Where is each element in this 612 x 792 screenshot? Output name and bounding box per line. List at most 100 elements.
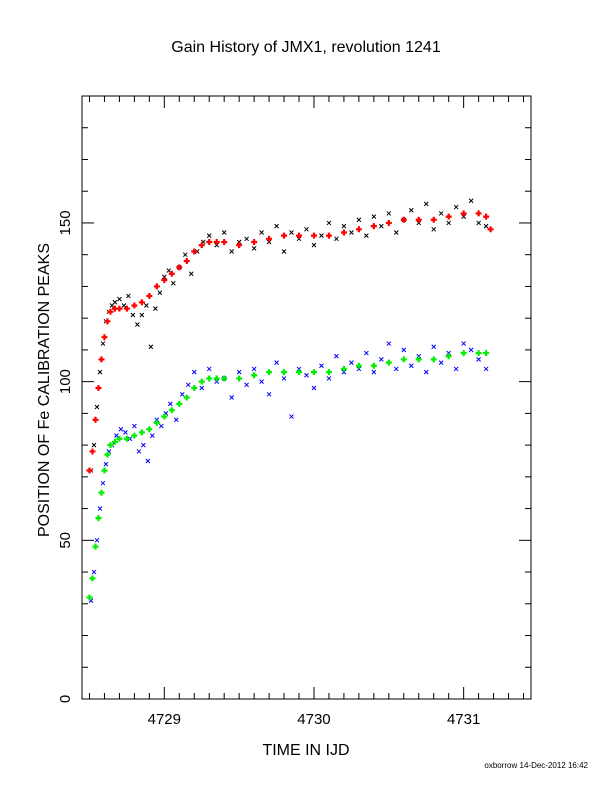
data-point — [236, 242, 243, 249]
data-point — [483, 223, 489, 229]
data-point — [326, 220, 332, 226]
data-point — [355, 362, 362, 369]
data-point — [259, 379, 264, 384]
series-3 — [86, 350, 490, 601]
series-1 — [86, 210, 494, 474]
data-point — [476, 220, 481, 226]
data-point — [213, 375, 220, 382]
data-point — [185, 382, 191, 388]
data-point — [117, 296, 122, 302]
data-point — [475, 210, 482, 217]
data-point — [319, 363, 324, 369]
y-axis-label: POSITION OF Fe CALIBRATION PEAKS — [36, 243, 53, 537]
data-point — [168, 270, 175, 277]
data-point — [229, 395, 235, 400]
x-tick-label: 4730 — [297, 711, 330, 728]
data-point — [431, 344, 437, 350]
data-point — [325, 369, 332, 376]
data-point — [438, 360, 444, 365]
data-point — [423, 369, 429, 375]
data-point — [112, 299, 118, 305]
data-point — [92, 416, 99, 423]
data-point — [116, 305, 123, 312]
data-point — [355, 226, 362, 233]
data-point — [244, 382, 249, 388]
data-point — [325, 232, 332, 239]
data-point — [107, 442, 114, 449]
data-point — [304, 226, 309, 232]
data-point — [94, 404, 100, 410]
data-point — [364, 233, 369, 238]
data-point — [92, 543, 99, 550]
y-tick-label: 0 — [57, 695, 74, 703]
data-point — [123, 435, 130, 442]
data-point — [371, 369, 377, 375]
data-point — [311, 385, 317, 391]
data-point — [132, 423, 137, 429]
data-point — [138, 429, 145, 436]
data-point — [183, 394, 190, 401]
data-point — [161, 413, 168, 420]
data-point — [251, 372, 258, 379]
data-point — [281, 369, 288, 376]
data-point — [161, 274, 167, 280]
data-point — [145, 458, 151, 464]
data-point — [483, 366, 489, 372]
data-point — [183, 258, 190, 265]
data-point — [274, 223, 279, 229]
data-point — [213, 238, 220, 245]
data-point — [148, 344, 154, 350]
data-point — [104, 451, 111, 458]
data-point — [296, 366, 302, 372]
data-point — [131, 432, 138, 439]
data-point — [130, 312, 136, 318]
data-point — [304, 372, 309, 378]
axis-ticks — [82, 95, 531, 700]
data-point — [149, 433, 155, 438]
data-point — [251, 245, 257, 251]
data-point — [221, 230, 227, 235]
data-point — [206, 238, 213, 245]
footer-credit: oxborrow 14-Dec-2012 16:42 — [484, 761, 588, 770]
data-point — [296, 236, 302, 242]
data-point — [289, 414, 294, 419]
data-point — [378, 223, 384, 229]
data-point — [310, 369, 317, 376]
data-point — [487, 226, 494, 233]
data-point — [281, 232, 288, 239]
data-point — [430, 356, 437, 363]
data-point — [453, 366, 459, 372]
data-point — [236, 375, 243, 382]
data-point — [460, 350, 467, 357]
data-point — [167, 401, 173, 407]
data-point — [100, 341, 106, 346]
data-point — [236, 369, 242, 375]
data-point — [266, 391, 272, 397]
data-point — [281, 249, 287, 254]
data-point — [173, 417, 179, 423]
data-point — [416, 220, 422, 226]
data-point — [123, 430, 128, 435]
data-point — [170, 280, 176, 286]
data-point — [91, 569, 97, 575]
data-point — [144, 303, 149, 308]
data-point — [400, 356, 407, 363]
data-point — [221, 375, 228, 382]
data-point — [370, 223, 377, 230]
data-point — [97, 369, 103, 375]
data-point — [95, 384, 102, 391]
data-point — [118, 426, 124, 432]
plot-frame — [81, 95, 532, 700]
data-point — [296, 232, 303, 239]
data-point — [188, 271, 194, 277]
data-point — [146, 292, 153, 299]
data-point — [107, 308, 114, 315]
data-point — [476, 357, 481, 362]
data-point — [341, 369, 347, 375]
data-point — [370, 362, 377, 369]
data-point — [438, 211, 444, 216]
y-tick-label: 100 — [57, 369, 74, 394]
data-point — [311, 242, 317, 248]
data-point — [393, 366, 399, 372]
